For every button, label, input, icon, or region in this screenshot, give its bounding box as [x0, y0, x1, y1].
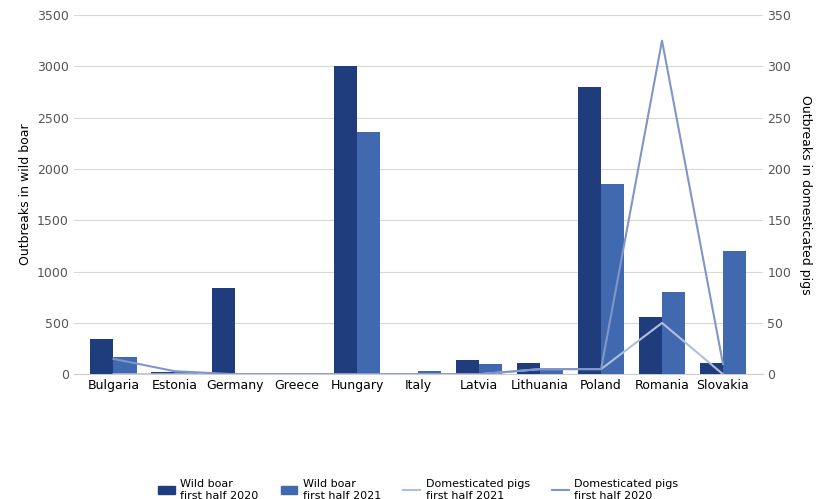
Bar — [455, 360, 478, 374]
Bar — [357, 132, 380, 374]
Bar — [174, 372, 197, 374]
Bar — [333, 66, 357, 374]
Bar — [577, 87, 600, 374]
Bar — [90, 339, 113, 374]
Legend: Wild boar
first half 2020, Wild boar
first half 2021, Domesticated pigs
first ha: Wild boar first half 2020, Wild boar fir… — [153, 475, 682, 499]
Y-axis label: Outbreaks in wild boar: Outbreaks in wild boar — [19, 124, 31, 265]
Y-axis label: Outbreaks in domesticated pigs: Outbreaks in domesticated pigs — [799, 95, 811, 294]
Bar — [722, 251, 745, 374]
Bar — [540, 368, 563, 374]
Bar — [516, 363, 540, 374]
Bar — [699, 363, 722, 374]
Bar — [478, 364, 502, 374]
Bar — [151, 372, 174, 374]
Bar — [418, 371, 441, 374]
Bar — [600, 184, 623, 374]
Bar — [638, 317, 661, 374]
Bar — [212, 288, 235, 374]
Bar — [661, 292, 685, 374]
Bar — [113, 357, 137, 374]
